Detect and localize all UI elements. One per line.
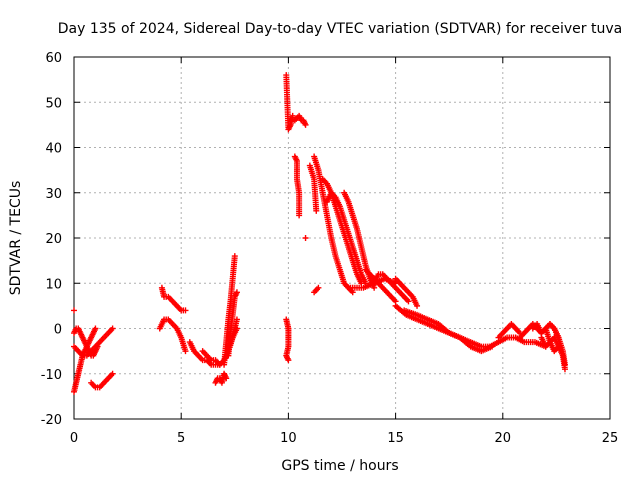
data-point [285, 357, 292, 364]
x-tick-label: 0 [70, 431, 78, 446]
data-point [405, 298, 412, 305]
x-tick-label: 25 [602, 431, 619, 446]
data-point [414, 302, 421, 309]
series-seg29 [401, 307, 493, 350]
series-seg19 [311, 284, 322, 296]
data-points [71, 72, 568, 395]
data-point [313, 207, 320, 214]
y-axis-ticks: -20 -10 0 10 20 30 40 50 60 [41, 51, 610, 428]
data-point [233, 289, 240, 296]
series-seg13 [283, 72, 296, 133]
data-point [561, 361, 568, 368]
series-seg16 [291, 153, 303, 219]
x-tick-label: 10 [280, 431, 297, 446]
series-seg7 [156, 316, 189, 355]
series-seg1 [71, 325, 99, 395]
series-seg26 [371, 271, 412, 305]
series-seg20 [311, 153, 356, 296]
series-seg17 [302, 235, 309, 241]
data-point [302, 121, 309, 128]
data-point [94, 343, 101, 350]
data-point [182, 307, 189, 314]
series-seg22 [323, 189, 369, 287]
series-seg6 [158, 284, 189, 314]
y-tick-label: 50 [45, 96, 62, 111]
y-tick-label: -20 [41, 413, 62, 428]
series-seg21 [319, 176, 365, 287]
y-axis-label: SDTVAR / TECUs [8, 181, 24, 296]
series-seg14 [283, 316, 292, 364]
data-point [92, 325, 99, 332]
y-tick-label: 20 [45, 232, 62, 247]
series-seg5 [88, 370, 116, 391]
y-tick-label: 30 [45, 187, 62, 202]
data-point [302, 235, 309, 241]
series-seg15 [291, 112, 309, 128]
series-seg35 [538, 334, 562, 355]
data-point [289, 112, 296, 119]
x-axis-ticks: 0 5 10 15 20 25 [70, 57, 618, 446]
data-point [231, 253, 238, 260]
y-tick-label: 40 [45, 142, 62, 157]
y-tick-label: 10 [45, 277, 62, 292]
data-point [223, 375, 230, 382]
data-point [182, 348, 189, 355]
series-seg31 [495, 320, 523, 341]
y-tick-label: -10 [41, 368, 62, 383]
data-point [109, 370, 116, 377]
data-point [296, 212, 303, 219]
y-tick-label: 0 [54, 323, 62, 338]
x-tick-label: 5 [177, 431, 185, 446]
data-point [109, 325, 116, 332]
chart-title: Day 135 of 2024, Sidereal Day-to-day VTE… [58, 21, 622, 37]
x-axis-label: GPS time / hours [281, 458, 398, 474]
data-point [315, 284, 322, 291]
series-seg12 [225, 289, 240, 359]
y-tick-label: 60 [45, 51, 62, 66]
x-tick-label: 15 [387, 431, 404, 446]
x-tick-label: 20 [495, 431, 512, 446]
series-seg27 [392, 275, 421, 309]
series-seg10 [212, 370, 230, 386]
data-point [71, 307, 77, 314]
series-seg18 [306, 162, 320, 214]
series-seg4 [71, 307, 77, 314]
series-seg11 [221, 253, 238, 368]
series-seg34 [546, 320, 568, 368]
data-point [555, 343, 562, 350]
series-seg3 [71, 325, 101, 359]
